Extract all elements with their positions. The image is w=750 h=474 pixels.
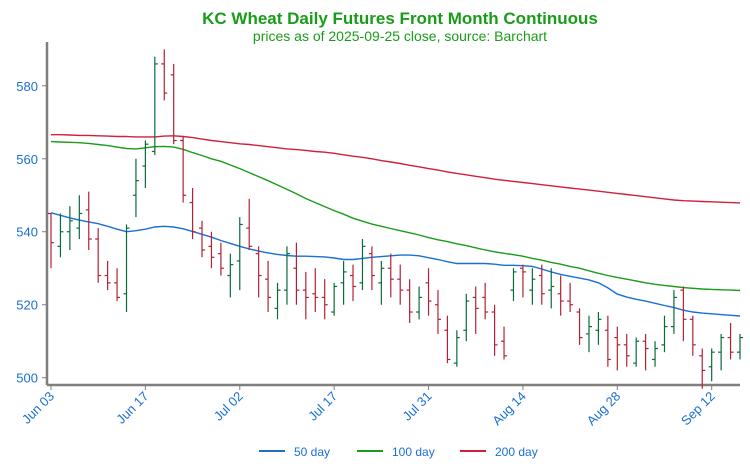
ohlc-bar [142, 140, 149, 188]
ohlc-bar [104, 260, 111, 291]
x-tick-label: Jun 03 [19, 389, 57, 427]
ohlc-bar [283, 246, 290, 305]
ohlc-bar [510, 268, 517, 302]
x-tick-label: Jun 17 [113, 389, 151, 427]
ohlc-bar [359, 239, 366, 291]
ohlc-bar [95, 228, 102, 283]
y-tick-label: 540 [16, 225, 38, 240]
ma100-line [50, 140, 741, 292]
plot-area: 500 520 540 560 580 Jun 03 Jun 17 Jul 02 Jul 17 J… [16, 42, 743, 428]
ohlc-bar [737, 333, 743, 360]
ohlc-bar [265, 260, 272, 313]
ohlc-bar [519, 264, 526, 298]
ohlc-bar [434, 290, 441, 334]
ohlc-bar [548, 268, 555, 309]
ohlc-bar [217, 242, 224, 276]
ohlc-bar [482, 282, 489, 320]
y-tick-label: 520 [16, 298, 38, 313]
ohlc-bar [652, 341, 659, 367]
ohlc-bar [227, 253, 234, 298]
ohlc-bar [538, 264, 545, 305]
ohlc-bar [453, 330, 460, 367]
ohlc-bar [387, 253, 394, 298]
x-tick-label: Jul 02 [211, 389, 246, 424]
ohlc-bar [321, 279, 328, 320]
ohlc-bar [642, 333, 649, 371]
y-tick-label: 560 [16, 152, 38, 167]
ohlc-bar [576, 308, 583, 345]
y-tick-label: 580 [16, 79, 38, 94]
ohlc-bar [350, 264, 357, 302]
ohlc-bar [331, 282, 338, 316]
x-tick-label: Jul 31 [400, 389, 435, 424]
ohlc-bar [680, 286, 687, 342]
ma200-line [51, 133, 741, 204]
ohlc-bar [416, 286, 423, 320]
legend-label: 50 day [294, 445, 330, 459]
ohlc-bar [425, 268, 432, 316]
legend-label: 100 day [392, 445, 435, 459]
ohlc-bar [57, 213, 64, 258]
ohlc-bar [85, 191, 92, 250]
chart-subtitle: prices as of 2025-09-25 close, source: B… [253, 28, 547, 44]
ohlc-bar [76, 195, 83, 240]
ohlc-bar [340, 260, 347, 305]
ohlc-bar [595, 312, 602, 345]
x-tick-label: Sep 12 [678, 389, 718, 429]
ohlc-bar [661, 315, 668, 353]
x-tick-label: Jul 17 [305, 389, 340, 424]
ohlc-bar [472, 286, 479, 334]
ohlc-bar [585, 315, 592, 353]
chart-title: KC Wheat Daily Futures Front Month Conti… [202, 9, 598, 28]
ohlc-bar [170, 63, 177, 145]
ohlc-bar [189, 187, 196, 240]
ohlc-bar [161, 49, 168, 101]
ohlc-bar [633, 337, 640, 367]
ohlc-bar [199, 220, 206, 258]
ma50-line [50, 212, 741, 317]
ohlc-bar [699, 348, 706, 389]
x-tick-label: Aug 14 [489, 389, 529, 429]
ohlc-bar [378, 260, 385, 305]
ohlc-bar [302, 271, 309, 320]
ohlc-bar [123, 224, 130, 313]
ohlc-bar [614, 326, 621, 371]
ohlc-bar [567, 282, 574, 313]
ohlc-bar [463, 293, 470, 342]
ohlc-bar [236, 217, 243, 291]
ohlc-bar [312, 268, 319, 313]
ohlc-bar [670, 290, 677, 334]
x-tick-label: Aug 28 [584, 389, 624, 429]
ohlc-bar [293, 242, 300, 305]
ohlc-bar [689, 315, 696, 356]
ohlc-bar [180, 136, 187, 203]
ohlc-bar [708, 348, 715, 382]
ohlc-bar [604, 315, 611, 367]
ohlc-bar [557, 275, 564, 316]
ohlc-bar [718, 333, 725, 371]
ohlc-bar [529, 268, 536, 305]
ohlc-bar [368, 246, 375, 291]
y-tick-label: 500 [16, 371, 38, 386]
ohlc-bar [727, 322, 734, 360]
ohlc-bar [406, 279, 413, 323]
ohlc-bar [246, 198, 253, 250]
ohlc-bar [151, 56, 158, 156]
legend-label: 200 day [495, 445, 538, 459]
ohlc-bar [208, 231, 215, 269]
ohlc-bar [501, 326, 508, 360]
ohlc-bar [444, 315, 451, 364]
ohlc-bar [397, 264, 404, 305]
ohlc-bar [132, 158, 139, 218]
ohlc-bar [48, 212, 54, 269]
ohlc-bar [274, 282, 281, 320]
ohlc-bar [66, 206, 73, 250]
ohlc-bar [114, 268, 121, 302]
ohlc-bar [491, 304, 498, 356]
ohlc-bar [623, 333, 630, 367]
ohlc-bar [255, 246, 262, 298]
legend: 50 day 100 day 200 day [259, 445, 538, 459]
